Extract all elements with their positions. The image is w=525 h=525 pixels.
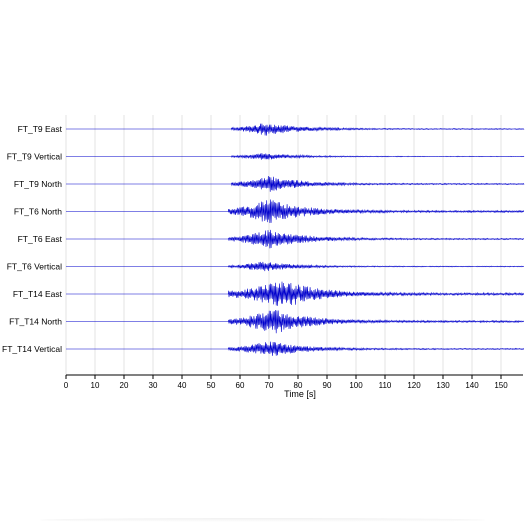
trace-label: FT_T6 Vertical	[7, 262, 62, 272]
trace-waveform	[66, 123, 525, 136]
x-tick-label: 20	[120, 381, 129, 390]
seismogram-traces	[66, 123, 525, 356]
x-axis: 0 10 20 30 40 50 60 70 80 90 100 110 120 130 140 150	[64, 374, 523, 390]
x-tick-label: 80	[294, 381, 303, 390]
x-axis-label: Time [s]	[284, 389, 316, 399]
x-tick-label: 140	[465, 381, 479, 390]
trace-waveform	[66, 153, 525, 160]
x-tick-label: 50	[207, 381, 216, 390]
x-tick-label: 110	[379, 381, 392, 390]
x-tick-label: 130	[436, 381, 450, 390]
trace-label: FT_T9 North	[14, 179, 62, 189]
x-tick-label: 40	[178, 381, 187, 390]
trace-label: FT_T6 North	[14, 207, 62, 217]
x-tick-label: 100	[349, 381, 363, 390]
page-shadow	[40, 518, 485, 522]
grid-lines	[65, 115, 502, 375]
x-tick-label: 150	[494, 381, 508, 390]
trace-label: FT_T14 North	[9, 317, 62, 327]
trace-label: FT_T9 East	[18, 124, 63, 134]
trace-waveform	[66, 309, 525, 334]
trace-waveform	[66, 175, 525, 192]
x-tick-label: 120	[407, 381, 421, 390]
trace-label: FT_T14 East	[13, 289, 63, 299]
x-tick-label: 70	[265, 381, 274, 390]
trace-waveform	[66, 281, 525, 306]
trace-label: FT_T9 Vertical	[7, 152, 62, 162]
x-tick-label: 90	[323, 381, 332, 390]
trace-label: FT_T14 Vertical	[2, 344, 62, 354]
x-tick-label: 60	[236, 381, 245, 390]
trace-labels: FT_T9 East FT_T9 Vertical FT_T9 North FT_T6…	[2, 124, 63, 354]
x-tick-label: 30	[149, 381, 158, 390]
x-tick-label: 0	[64, 381, 69, 390]
trace-waveform	[66, 261, 524, 272]
trace-label: FT_T6 East	[18, 234, 63, 244]
trace-waveform	[66, 199, 525, 224]
x-tick-label: 10	[91, 381, 100, 390]
trace-waveform	[66, 341, 525, 356]
trace-waveform	[66, 229, 525, 249]
